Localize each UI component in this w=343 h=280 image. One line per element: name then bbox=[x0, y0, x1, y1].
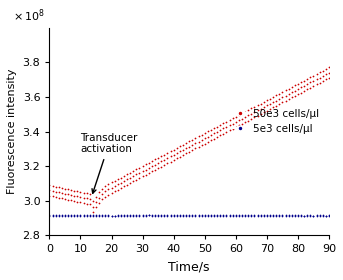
Text: Transducer
activation: Transducer activation bbox=[81, 132, 138, 193]
X-axis label: Time/s: Time/s bbox=[168, 260, 210, 273]
Text: $\times\,10^8$: $\times\,10^8$ bbox=[13, 7, 45, 24]
Y-axis label: Fluorescence intensity: Fluorescence intensity bbox=[7, 69, 17, 194]
Legend: 50e3 cells/μl, 5e3 cells/μl: 50e3 cells/μl, 5e3 cells/μl bbox=[225, 104, 324, 138]
